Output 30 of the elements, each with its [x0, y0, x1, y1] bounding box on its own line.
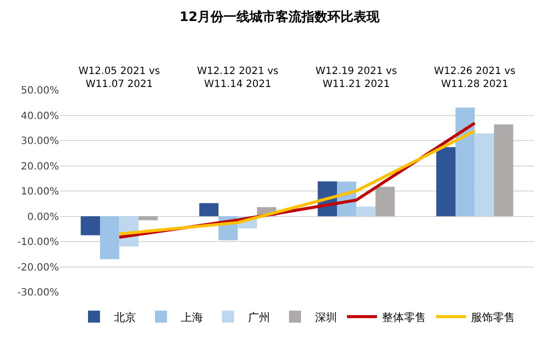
bar [100, 216, 120, 260]
y-tick-label: 10.00% [20, 186, 59, 198]
x-tick-label: W12.26 2021 vs W11.28 2021 [434, 66, 516, 90]
x-tick-label: W12.12 2021 vs W11.14 2021 [197, 66, 278, 90]
bar [199, 203, 218, 216]
x-tick-label: W12.19 2021 vs W11.21 2021 [316, 66, 397, 90]
legend-label: 广州 [248, 310, 270, 324]
y-tick-label: 20.00% [20, 161, 59, 172]
bar [474, 133, 494, 216]
y-tick-label: 40.00% [20, 110, 59, 122]
bar [138, 216, 158, 220]
y-tick-label: -10.00% [17, 237, 59, 248]
legend-label: 上海 [181, 310, 203, 324]
bar [436, 147, 456, 216]
bar [376, 186, 395, 216]
y-tick-label: 30.00% [20, 136, 59, 147]
bar [494, 124, 514, 216]
y-tick-label: -30.00% [17, 288, 59, 298]
legend-label: 整体零售 [382, 310, 426, 324]
x-tick-label: W12.05 2021 vs W11.07 2021 [78, 66, 160, 90]
y-tick-label: 50.00% [20, 86, 59, 96]
bar [80, 216, 100, 236]
y-tick-label: -20.00% [17, 262, 59, 274]
bar [356, 206, 376, 216]
y-tick-label: 0.00% [27, 212, 59, 223]
legend-label: 深圳 [315, 310, 337, 324]
legend-label: 北京 [114, 310, 136, 324]
bar [455, 108, 475, 216]
chart-title: 12月份一线城市客流指数环比表现 [179, 9, 381, 26]
legend-label: 服饰零售 [471, 310, 515, 324]
